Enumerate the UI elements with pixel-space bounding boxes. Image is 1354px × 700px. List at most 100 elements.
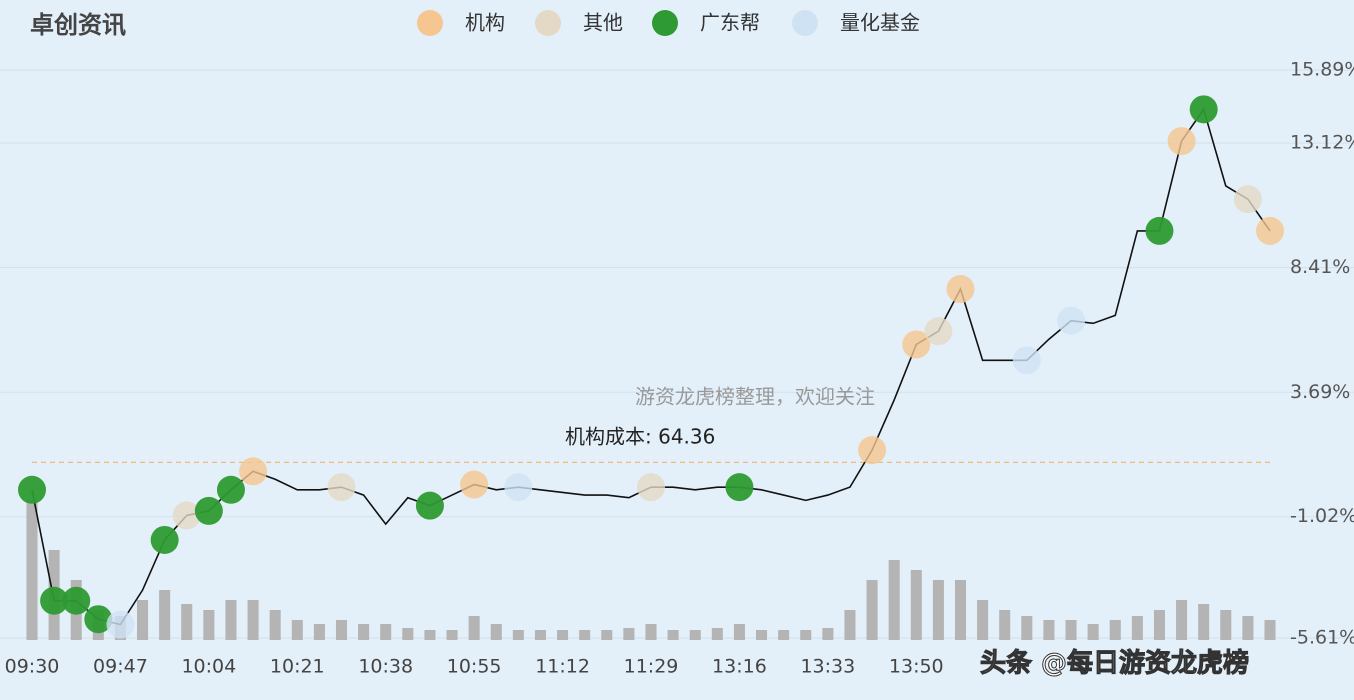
x-tick-label: 13:50: [889, 656, 944, 678]
volume-bar: [1242, 616, 1254, 640]
volume-bar: [822, 628, 834, 640]
x-tick-label: 09:47: [93, 656, 148, 678]
volume-bar: [689, 630, 701, 640]
marker: [858, 436, 887, 465]
volume-bar: [1021, 616, 1033, 640]
marker: [504, 473, 533, 502]
x-tick-label: 13:16: [712, 656, 767, 678]
x-tick-label: 11:29: [624, 656, 679, 678]
volume-bar: [1087, 624, 1099, 640]
volume-bar: [1198, 604, 1210, 640]
volume-bar: [402, 628, 414, 640]
marker: [415, 491, 444, 520]
legend: 机构 其他 广东帮 量化基金: [417, 10, 920, 36]
volume-bar: [1109, 620, 1121, 640]
watermark: 头条 @每日游资龙虎榜: [980, 648, 1249, 679]
volume-bar: [490, 624, 502, 640]
marker: [460, 470, 489, 499]
marker: [106, 610, 135, 639]
volume-bar: [778, 630, 790, 640]
volume-bar: [335, 620, 348, 640]
y-tick-label: 8.41%: [1290, 256, 1350, 278]
y-tick-label: -5.61%: [1290, 627, 1354, 649]
volume-bar: [954, 580, 967, 640]
volume-bar: [579, 630, 591, 640]
marker: [40, 586, 69, 615]
volume-bar: [800, 630, 812, 640]
marker: [1167, 127, 1196, 156]
y-tick-label: 3.69%: [1290, 381, 1350, 403]
marker: [172, 501, 201, 530]
volume-bar: [424, 630, 436, 640]
marker: [18, 475, 46, 504]
volume-bar: [756, 630, 768, 640]
cost-annotation: 机构成本: 64.36: [565, 425, 715, 449]
marker: [946, 275, 975, 304]
watermark: 游资龙虎榜整理，欢迎关注: [635, 385, 875, 409]
marker: [637, 473, 665, 502]
volume-bar: [203, 610, 215, 640]
marker: [1233, 185, 1262, 214]
x-tick-label: 13:33: [800, 656, 855, 678]
volume-bar: [1176, 600, 1188, 640]
volume-bar: [733, 624, 745, 640]
marker: [216, 475, 245, 504]
volume-bar: [866, 580, 878, 640]
volume-bar: [977, 600, 989, 640]
volume-bar: [711, 628, 723, 640]
marker: [62, 586, 91, 615]
volume-bar: [601, 630, 613, 640]
volume-bar: [512, 630, 524, 640]
volume-bar: [468, 616, 480, 640]
volume-bar: [667, 630, 679, 640]
marker: [1189, 95, 1218, 124]
y-tick-label: 13.12%: [1290, 132, 1354, 154]
legend-swatch: [652, 10, 678, 36]
marker: [924, 317, 953, 346]
markers: [18, 95, 1284, 639]
volume-bar: [137, 600, 149, 640]
marker: [150, 525, 179, 554]
marker: [1012, 346, 1041, 375]
volume-bar: [446, 630, 458, 640]
marker: [725, 473, 754, 502]
marker: [327, 473, 356, 502]
legend-swatch: [792, 10, 818, 36]
volume: [26, 500, 1276, 640]
legend-label: 机构: [465, 11, 505, 35]
volume-bar: [358, 624, 370, 640]
volume-bar: [313, 624, 325, 640]
marker: [1145, 216, 1174, 245]
volume-bar: [910, 570, 922, 640]
volume-bar: [225, 600, 237, 640]
volume-bar: [1131, 616, 1143, 640]
volume-bar: [1153, 610, 1165, 640]
volume-bar: [999, 610, 1011, 640]
volume-bar: [380, 624, 392, 640]
marker: [1256, 216, 1284, 245]
x-tick-label: 10:04: [181, 656, 236, 678]
volume-bar: [159, 590, 171, 640]
volume-bar: [932, 580, 944, 640]
x-tick-label: 10:38: [358, 656, 413, 678]
legend-swatch: [535, 10, 561, 36]
axes: 15.89% 13.12% 8.41% 3.69% -1.02% -5.61% 09:30 0…: [5, 59, 1354, 678]
volume-bar: [247, 600, 259, 640]
volume-bar: [534, 630, 546, 640]
volume-bar: [269, 610, 281, 640]
volume-bar: [645, 624, 657, 640]
volume-bar: [844, 610, 856, 640]
volume-bar: [557, 630, 569, 640]
marker: [1057, 306, 1086, 335]
legend-label: 量化基金: [840, 11, 920, 35]
marker: [902, 330, 931, 359]
volume-bar: [623, 628, 635, 640]
legend-label: 广东帮: [700, 11, 760, 35]
y-tick-label: 15.89%: [1290, 59, 1354, 81]
x-tick-label: 10:55: [447, 656, 502, 678]
volume-bar: [1065, 620, 1077, 640]
x-tick-label: 11:12: [535, 656, 590, 678]
